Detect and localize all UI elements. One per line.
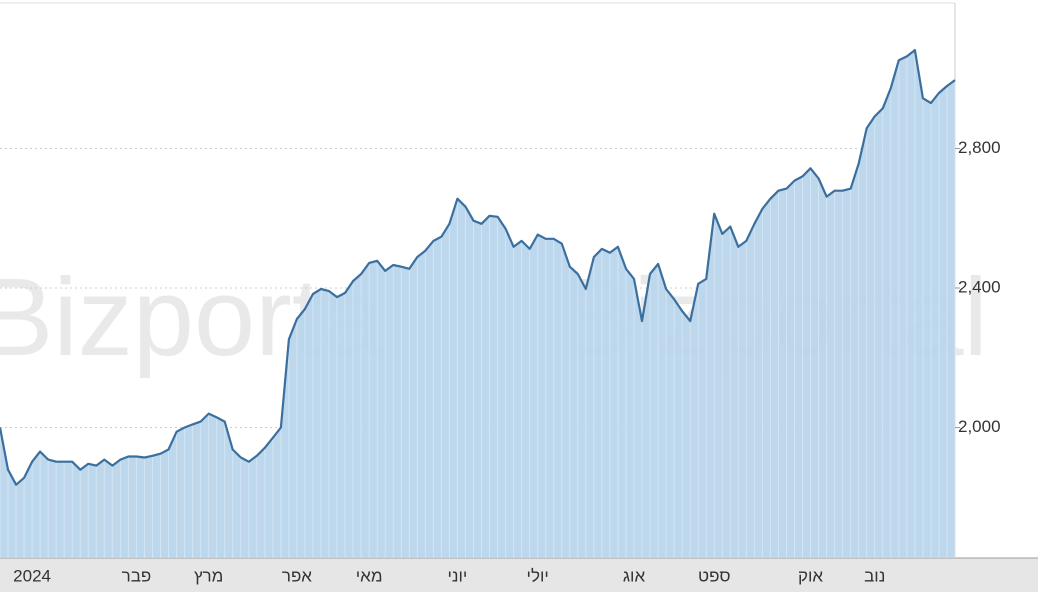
area-stripes	[0, 50, 956, 558]
x-tick-label: אוג	[623, 566, 646, 585]
x-tick-label: 2024	[13, 566, 51, 585]
x-tick-label: יוני	[447, 566, 467, 585]
y-tick-label: 2,400	[958, 277, 1001, 296]
area-fill	[0, 50, 955, 558]
line	[0, 49, 956, 486]
x-tick-label: מאי	[356, 566, 383, 585]
x-tick-label: ספט	[698, 566, 730, 585]
y-tick-label: 2,800	[958, 138, 1001, 157]
x-tick-label: אוק	[798, 566, 823, 585]
x-tick-label: נוב	[864, 566, 885, 585]
x-tick-label: יולי	[527, 566, 549, 585]
x-tick-label: אפר	[282, 566, 312, 585]
x-tick-label: מרץ	[194, 566, 223, 585]
x-axis-band	[0, 558, 1038, 592]
x-tick-label: פבר	[122, 566, 152, 585]
y-tick-label: 2,000	[958, 417, 1001, 436]
